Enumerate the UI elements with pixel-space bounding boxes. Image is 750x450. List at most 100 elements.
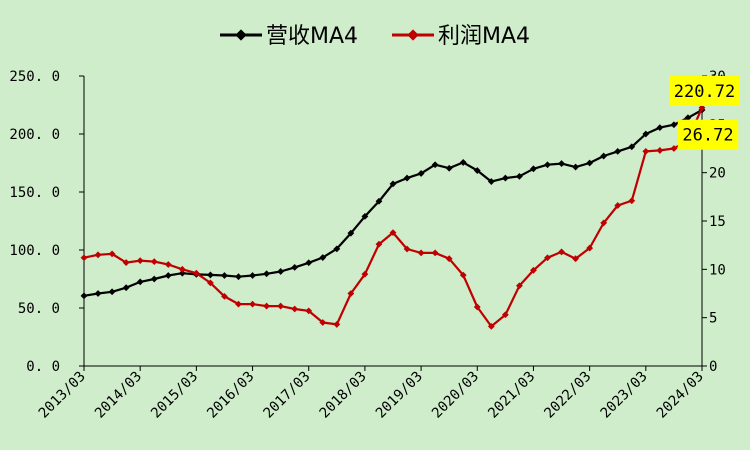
data-point (80, 254, 88, 262)
legend-item-profit: 利润MA4 (392, 24, 530, 49)
data-point (178, 269, 186, 277)
data-point (235, 273, 242, 281)
legend-item-revenue: 营收MA4 (220, 24, 358, 49)
legend-label-profit: 利润MA4 (438, 24, 530, 49)
data-point (164, 261, 172, 268)
data-point (431, 161, 439, 169)
data-point (389, 180, 397, 188)
data-point (136, 257, 144, 265)
data-point (501, 311, 509, 319)
data-point (150, 258, 158, 265)
data-point (305, 307, 313, 315)
data-point (122, 259, 130, 266)
data-point (516, 172, 523, 180)
y-right-tick-label: 20 (709, 166, 726, 182)
data-point (249, 300, 256, 308)
y-left-tick-label: 0. 0 (26, 359, 60, 375)
data-point (122, 284, 130, 292)
data-point (698, 104, 706, 112)
y-right-tick-label: 0 (709, 359, 717, 375)
data-point (642, 130, 650, 138)
data-point (108, 250, 116, 258)
data-point (473, 167, 481, 174)
data-point (361, 212, 369, 220)
data-point (249, 272, 256, 279)
callout-label: 26.72 (682, 126, 733, 146)
data-point (530, 266, 537, 274)
data-point (558, 248, 565, 256)
callout-revenue: 220.72 (669, 75, 740, 106)
data-point (417, 170, 425, 177)
data-point (684, 114, 692, 122)
data-point (80, 292, 88, 300)
y-left-tick-label: 250. 0 (9, 69, 60, 85)
data-point (235, 300, 242, 308)
data-point (628, 197, 636, 205)
data-point (445, 255, 453, 263)
data-point (305, 259, 313, 267)
callout-box (669, 75, 740, 106)
y-left-tick-label: 100. 0 (9, 243, 60, 259)
data-point (600, 219, 608, 227)
data-point (150, 275, 158, 283)
data-point (221, 293, 228, 300)
y-left-tick-label: 50. 0 (18, 301, 60, 317)
series-profit (80, 104, 706, 330)
data-point (319, 254, 327, 261)
data-point (164, 272, 172, 279)
data-point (333, 321, 341, 328)
y-left-tick-label: 200. 0 (9, 127, 60, 143)
data-point (417, 249, 425, 257)
data-point (403, 245, 411, 253)
callout-box (677, 119, 739, 150)
callouts: 220.72 26.72 (669, 75, 740, 150)
data-point (487, 178, 495, 185)
data-point (586, 159, 594, 167)
data-point (291, 264, 299, 271)
data-point (656, 147, 664, 154)
data-point (614, 202, 622, 209)
series-layer (80, 104, 706, 330)
data-point (347, 290, 355, 297)
data-point (333, 245, 341, 253)
y-left-ticks: 0. 0 50. 0 100. 0 150. 0 200. 0 250. 0 (9, 69, 84, 375)
data-point (558, 160, 565, 167)
data-point (670, 145, 678, 152)
data-point (445, 164, 453, 172)
y-right-tick-label: 15 (709, 214, 726, 230)
data-point (572, 163, 579, 171)
data-point (192, 269, 200, 277)
legend: 营收MA4 利润MA4 (220, 24, 530, 49)
data-point (375, 197, 383, 205)
data-point (516, 282, 523, 290)
data-point (642, 148, 650, 155)
data-point (656, 124, 664, 132)
data-point (670, 121, 678, 129)
data-point (291, 305, 299, 313)
data-point (277, 268, 285, 275)
callout-label: 220.72 (674, 82, 735, 102)
data-point (431, 249, 439, 257)
data-point (207, 271, 214, 279)
legend-label-revenue: 营收MA4 (266, 24, 358, 49)
y-left-tick-label: 150. 0 (9, 185, 60, 201)
data-point (277, 302, 285, 310)
data-point (207, 279, 214, 287)
data-point (473, 303, 481, 311)
data-point (544, 254, 551, 262)
data-point (487, 322, 495, 330)
data-point (501, 174, 509, 182)
data-point (319, 319, 327, 326)
data-point (375, 240, 383, 248)
data-point (108, 288, 116, 296)
data-point (403, 174, 411, 182)
data-point (347, 229, 355, 237)
callout-profit: 26.72 (677, 119, 739, 150)
data-point (530, 165, 537, 173)
data-point (221, 272, 228, 279)
data-point (544, 161, 551, 169)
series-revenue (80, 106, 706, 300)
data-point (361, 270, 369, 278)
